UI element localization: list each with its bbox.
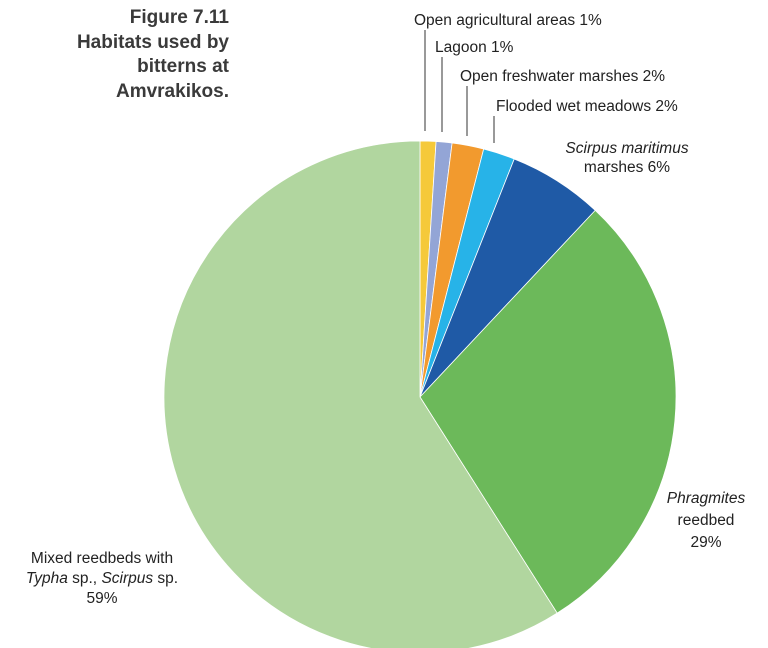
slice-label-lagoon-line-1: Lagoon 1% (435, 39, 514, 56)
caption-line-3: bitterns at (137, 56, 229, 77)
caption-line-1: Figure 7.11 (129, 7, 229, 28)
slice-label-open-agricultural-line-1: Open agricultural areas 1% (414, 12, 602, 29)
slice-label-mixed-reedbeds-line-1: Mixed reedbeds with (31, 550, 173, 567)
slice-label-phragmites-line-3: 29% (690, 534, 721, 551)
slice-label-open-freshwater-line-1: Open freshwater marshes 2% (460, 68, 665, 85)
slice-label-mixed-reedbeds-line-3: 59% (86, 590, 117, 607)
slice-label-phragmites-line-2: reedbed (678, 512, 735, 529)
pie-slice-mixed-reedbeds (163, 140, 558, 648)
slice-label-scirpus-maritimus-line-1: Scirpus maritimus (565, 140, 688, 157)
slice-label-flooded-wet-meadows-line-1: Flooded wet meadows 2% (496, 98, 678, 115)
pie-slice-phragmites (419, 209, 677, 614)
figure-caption: Figure 7.11 Habitats used by bitterns at… (0, 6, 229, 104)
slice-label-mixed-reedbeds-line-2: Typha sp., Scirpus sp. (26, 570, 178, 587)
caption-line-4: Amvrakikos. (115, 80, 229, 102)
slice-label-scirpus-maritimus-line-2: marshes 6% (584, 159, 670, 176)
caption-line-2: Habitats used by (76, 31, 229, 53)
slice-label-phragmites-line-1: Phragmites (667, 490, 746, 507)
